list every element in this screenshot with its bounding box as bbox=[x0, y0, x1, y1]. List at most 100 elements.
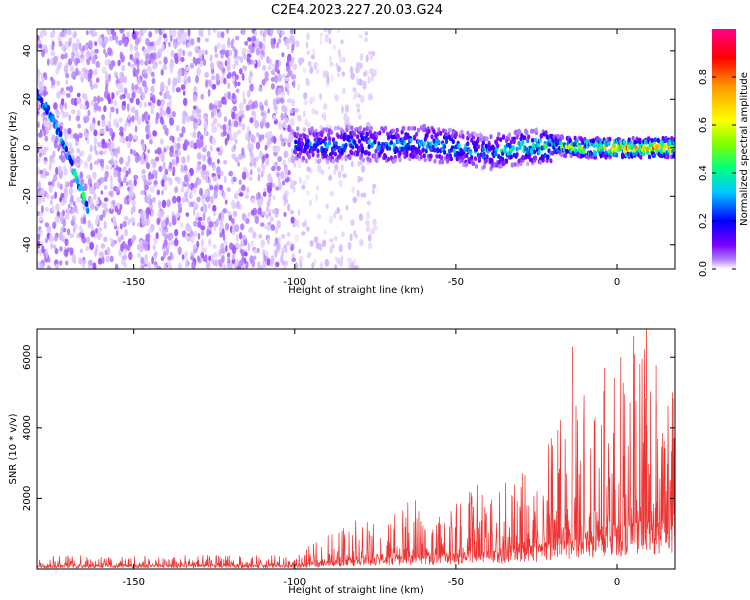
heatmap-cell bbox=[249, 133, 255, 139]
heatmap-cell bbox=[148, 31, 153, 38]
heatmap-cell bbox=[267, 130, 273, 139]
heatmap-cell bbox=[277, 176, 281, 184]
heatmap-cell bbox=[433, 147, 437, 153]
heatmap-cell bbox=[83, 43, 89, 51]
heatmap-cell bbox=[359, 153, 364, 159]
snr-spike bbox=[571, 346, 573, 541]
heatmap-cell bbox=[85, 207, 90, 214]
heatmap-cell bbox=[319, 137, 323, 143]
heatmap-cell bbox=[57, 165, 63, 173]
heatmap-cell bbox=[451, 139, 455, 145]
heatmap-cell bbox=[130, 148, 133, 155]
heatmap-cell bbox=[103, 36, 109, 44]
heatmap-cell bbox=[341, 231, 345, 238]
heatmap-cell bbox=[319, 93, 323, 101]
heatmap-cell bbox=[99, 160, 104, 167]
heatmap-cell bbox=[152, 196, 156, 203]
heatmap-cell bbox=[305, 41, 309, 49]
heatmap-cell bbox=[177, 246, 182, 256]
heatmap-cell bbox=[128, 196, 132, 202]
heatmap-cell bbox=[233, 144, 237, 150]
heatmap-cell bbox=[39, 85, 44, 94]
heatmap-cell bbox=[203, 121, 208, 130]
heatmap-cell bbox=[357, 138, 362, 144]
heatmap-cell bbox=[115, 35, 118, 44]
heatmap-cell bbox=[526, 138, 530, 144]
heatmap-cell bbox=[109, 111, 112, 121]
heatmap-cell bbox=[245, 104, 250, 111]
heatmap-cell bbox=[246, 125, 250, 134]
snr-spike bbox=[632, 336, 635, 541]
heatmap-cell bbox=[232, 75, 236, 82]
heatmap-cell bbox=[219, 218, 224, 227]
heatmap-cell bbox=[65, 241, 69, 247]
heatmap-cell bbox=[147, 149, 150, 154]
heatmap-cell bbox=[117, 236, 122, 243]
heatmap-cell bbox=[457, 143, 461, 149]
heatmap-cell bbox=[273, 105, 279, 111]
heatmap-cell bbox=[328, 140, 332, 146]
heatmap-cell bbox=[149, 92, 153, 98]
heatmap-cell bbox=[334, 141, 338, 146]
heatmap-cell bbox=[71, 45, 75, 53]
heatmap-cell bbox=[128, 251, 133, 261]
heatmap-cell bbox=[364, 146, 368, 151]
heatmap-cell bbox=[134, 51, 140, 61]
heatmap-cell bbox=[341, 71, 345, 77]
heatmap-cell bbox=[532, 149, 537, 155]
heatmap-cell bbox=[407, 145, 411, 151]
snr-spike bbox=[671, 392, 673, 541]
heatmap-cell bbox=[119, 131, 124, 136]
heatmap-cell bbox=[176, 136, 181, 142]
heatmap-cell bbox=[649, 142, 654, 148]
heatmap-cell bbox=[653, 137, 657, 143]
heatmap-cell bbox=[276, 29, 281, 35]
heatmap-cell bbox=[175, 149, 179, 156]
heatmap-cell bbox=[139, 239, 143, 246]
heatmap-cell bbox=[227, 82, 231, 89]
heatmap-cell bbox=[162, 161, 166, 170]
heatmap-cell bbox=[634, 145, 638, 150]
heatmap-cell bbox=[280, 233, 286, 240]
heatmap-cell bbox=[185, 258, 189, 268]
heatmap-cell bbox=[340, 164, 344, 172]
heatmap-cell bbox=[285, 82, 290, 90]
heatmap-cell bbox=[487, 143, 491, 148]
heatmap-cell bbox=[631, 135, 635, 141]
heatmap-cell bbox=[172, 166, 176, 174]
heatmap-cell bbox=[203, 129, 208, 137]
heatmap-cell bbox=[210, 110, 215, 119]
heatmap-cell bbox=[217, 100, 223, 109]
heatmap-cell bbox=[200, 29, 204, 34]
heatmap-cell bbox=[54, 263, 59, 269]
heatmap-cell bbox=[109, 237, 114, 242]
heatmap-cell bbox=[92, 29, 96, 34]
heatmap-cell bbox=[275, 186, 280, 191]
heatmap-cell bbox=[107, 93, 111, 102]
heatmap-cell bbox=[291, 74, 297, 80]
heatmap-cell bbox=[646, 149, 650, 155]
heatmap-cell bbox=[266, 258, 271, 266]
heatmap-cell bbox=[355, 66, 359, 74]
heatmap-cell bbox=[87, 156, 91, 163]
heatmap-cell bbox=[325, 203, 329, 209]
heatmap-cell bbox=[329, 55, 332, 62]
heatmap-cell bbox=[329, 245, 334, 254]
heatmap-cell bbox=[536, 145, 541, 151]
heatmap-cell bbox=[158, 35, 162, 41]
snr-line-layer bbox=[37, 329, 675, 569]
heatmap-cell bbox=[155, 112, 160, 120]
heatmap-cell bbox=[171, 215, 176, 224]
heatmap-cell bbox=[302, 222, 306, 227]
heatmap-cell bbox=[650, 138, 655, 143]
heatmap-cell bbox=[111, 133, 115, 141]
heatmap-cell bbox=[275, 261, 280, 267]
heatmap-cell bbox=[202, 58, 207, 66]
heatmap-cell bbox=[369, 67, 374, 75]
heatmap-cell bbox=[139, 265, 143, 269]
heatmap-cell bbox=[277, 236, 281, 245]
heatmap-cell bbox=[116, 165, 119, 171]
heatmap-cell bbox=[101, 256, 105, 264]
heatmap-cell bbox=[176, 75, 182, 84]
heatmap-cell bbox=[55, 203, 60, 212]
